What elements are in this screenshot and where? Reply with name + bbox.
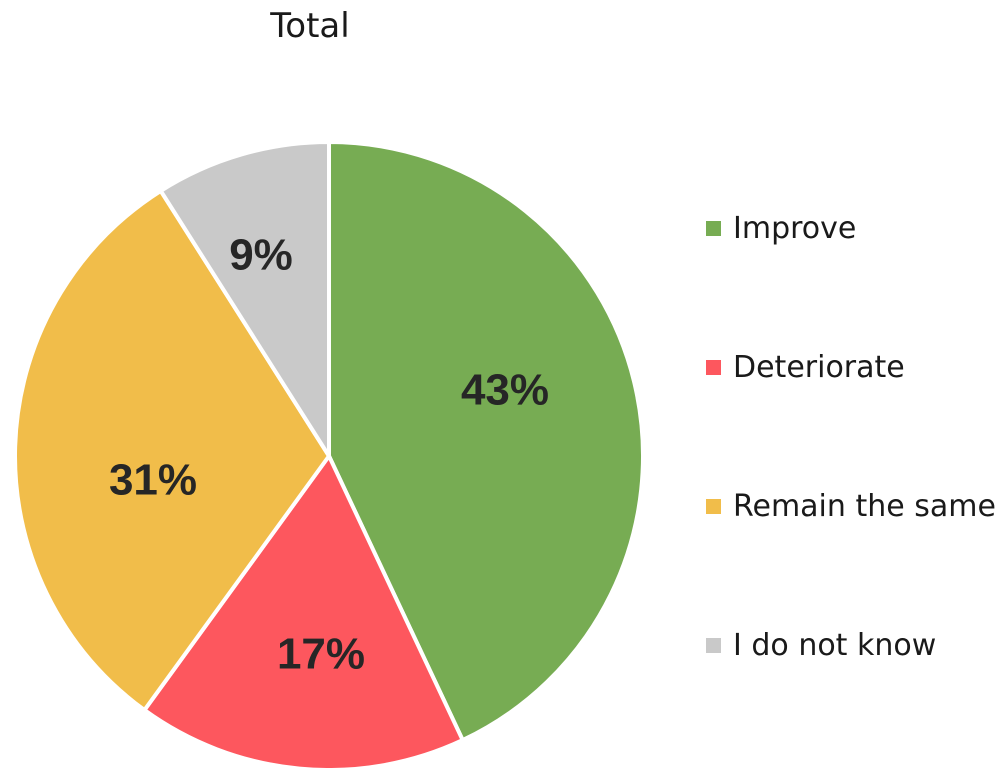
pie-chart: 43% 17% 31% 9% (13, 140, 645, 768)
pie-slice-remain-the-same (13, 188, 331, 713)
data-label-remain-the-same: 31% (109, 456, 197, 505)
legend-swatch (706, 359, 721, 375)
legend-item-remain-the-same: Remain the same (706, 478, 996, 534)
legend-label: Remain the same (733, 488, 996, 524)
pie-slices (13, 140, 645, 768)
pie-slice-improve (327, 140, 645, 743)
pie-slice-i-do-not-know (158, 140, 331, 458)
pie-labels: 43% 17% 31% 9% (109, 231, 549, 679)
legend-swatch (706, 220, 721, 236)
legend-label: I do not know (733, 627, 937, 663)
chart-title: Total (270, 6, 350, 46)
legend-label: Improve (733, 210, 857, 246)
legend-label: Deteriorate (733, 349, 905, 385)
pie-slice-deteriorate (142, 454, 465, 768)
data-label-improve: 43% (461, 366, 549, 415)
legend-swatch (706, 637, 721, 653)
legend-item-deteriorate: Deteriorate (706, 339, 905, 395)
legend-swatch (706, 498, 721, 514)
data-label-i-do-not-know: 9% (229, 231, 293, 280)
legend-item-i-do-not-know: I do not know (706, 617, 936, 673)
legend-item-improve: Improve (706, 200, 856, 256)
data-label-deteriorate: 17% (277, 630, 365, 679)
